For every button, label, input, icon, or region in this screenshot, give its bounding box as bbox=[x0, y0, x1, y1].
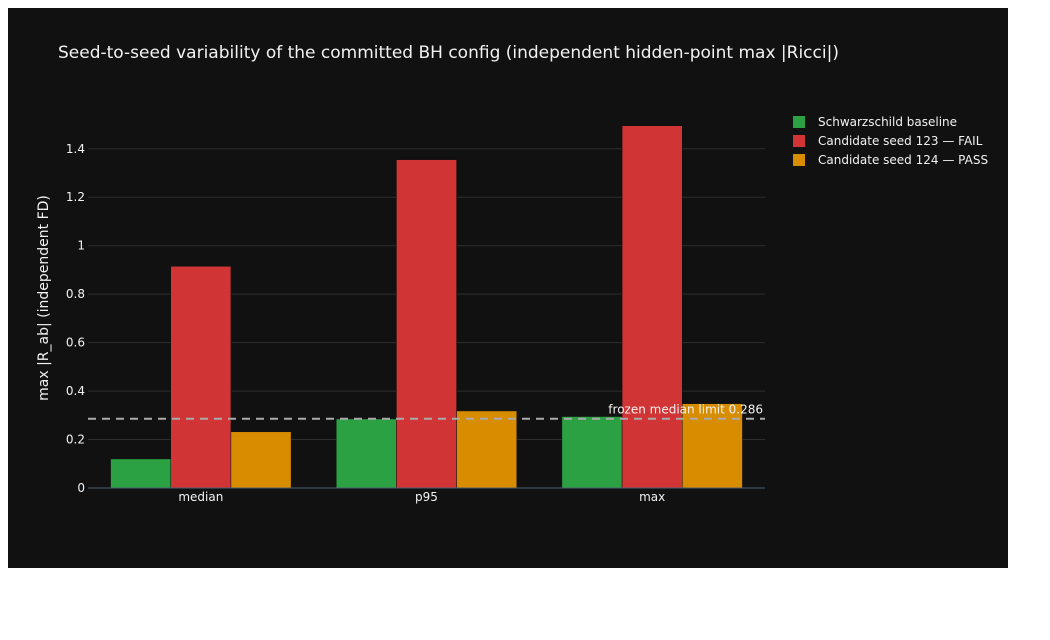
y-axis-title: max |R_ab| (independent FD) bbox=[36, 195, 52, 401]
y-tick-label: 1.4 bbox=[66, 142, 85, 156]
bar-p95-series-2[interactable] bbox=[396, 159, 457, 489]
legend-swatch bbox=[793, 135, 805, 147]
x-tick-label: max bbox=[639, 490, 665, 504]
bar-max-series-1[interactable] bbox=[561, 416, 623, 489]
legend-item[interactable]: Candidate seed 124 — PASS bbox=[793, 153, 988, 167]
bar-max-series-2[interactable] bbox=[621, 125, 683, 489]
legend-swatch bbox=[793, 154, 805, 166]
x-axis: median p95 max bbox=[88, 487, 765, 504]
y-tick-label: 1.2 bbox=[66, 190, 85, 204]
bar-p95-series-3[interactable] bbox=[456, 410, 518, 489]
bar-median-series-1[interactable] bbox=[110, 458, 171, 489]
reference-line-group: frozen median limit 0.286 bbox=[88, 403, 765, 420]
legend-label: Candidate seed 124 — PASS bbox=[818, 153, 988, 167]
x-tick-label: median bbox=[178, 490, 223, 504]
reference-line-label: frozen median limit 0.286 bbox=[608, 403, 763, 417]
legend-label: Schwarzschild baseline bbox=[818, 115, 957, 129]
y-tick-label: 1 bbox=[77, 239, 85, 253]
legend[interactable]: Schwarzschild baseline Candidate seed 123… bbox=[793, 115, 988, 167]
legend-label: Candidate seed 123 — FAIL bbox=[818, 134, 983, 148]
legend-item[interactable]: Schwarzschild baseline bbox=[793, 115, 957, 129]
bar-median-series-2[interactable] bbox=[170, 266, 232, 489]
legend-item[interactable]: Candidate seed 123 — FAIL bbox=[793, 134, 983, 148]
y-tick-label: 0.2 bbox=[66, 433, 85, 447]
x-tick-label: p95 bbox=[415, 490, 438, 504]
y-tick-label: 0.8 bbox=[66, 287, 85, 301]
y-tick-label: 0.6 bbox=[66, 336, 85, 350]
y-axis: 0 0.2 0.4 0.6 0.8 1 1.2 1.4 bbox=[66, 142, 85, 495]
bar-p95-series-1[interactable] bbox=[335, 418, 397, 489]
legend-swatch bbox=[793, 116, 805, 128]
y-tick-label: 0.4 bbox=[66, 384, 85, 398]
y-tick-label: 0 bbox=[77, 481, 85, 495]
bar-median-series-3[interactable] bbox=[230, 431, 292, 489]
chart-title: Seed-to-seed variability of the committe… bbox=[58, 43, 839, 63]
